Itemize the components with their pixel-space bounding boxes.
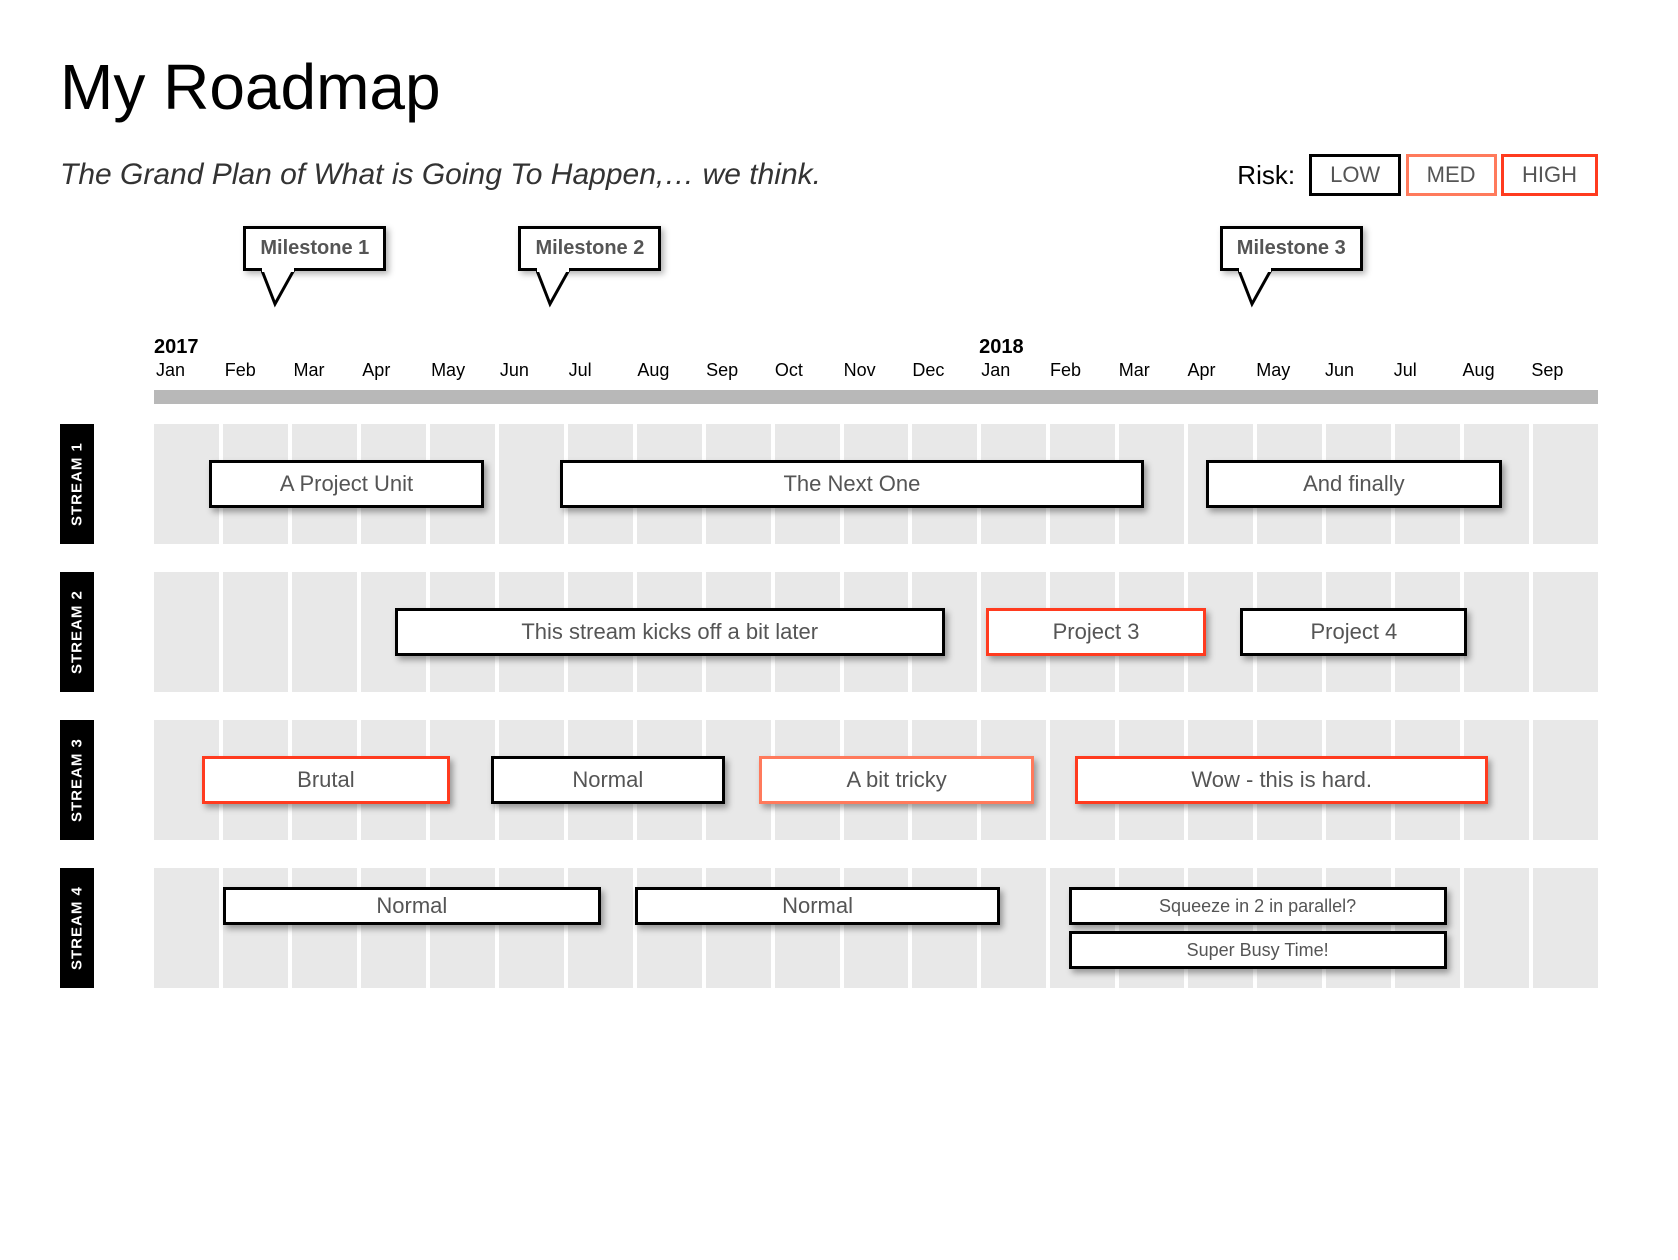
milestone: Milestone 2 (518, 226, 661, 271)
stream-label: STREAM 2 (60, 572, 94, 692)
month-label: Mar (1117, 360, 1186, 386)
stream-label: STREAM 3 (60, 720, 94, 840)
project-box: Super Busy Time! (1069, 931, 1447, 969)
month-label: Sep (704, 360, 773, 386)
month-label: Jul (567, 360, 636, 386)
project-box: This stream kicks off a bit later (395, 608, 945, 656)
year-label: 2018 (979, 336, 1024, 359)
project-box: Wow - this is hard. (1075, 756, 1488, 804)
speech-tail-icon (536, 268, 580, 308)
project-track: Normal Normal Squeeze in 2 in parallel? (154, 887, 1598, 925)
stream-bg (154, 868, 1598, 988)
speech-tail-icon (1238, 268, 1282, 308)
project-box: Project 3 (986, 608, 1206, 656)
stream-row: STREAM 2 This stream kicks off a bit late… (60, 572, 1598, 692)
project-box: Squeeze in 2 in parallel? (1069, 887, 1447, 925)
risk-legend: Risk: LOW MED HIGH (1237, 154, 1598, 196)
streams: STREAM 1 A Project Unit The Next One And fi… (60, 424, 1598, 988)
page-title: My Roadmap (60, 50, 1598, 124)
risk-level-high: HIGH (1501, 154, 1598, 196)
risk-level-low: LOW (1309, 154, 1401, 196)
year-label: 2017 (154, 336, 199, 359)
month-label: Jun (1323, 360, 1392, 386)
month-label: Aug (635, 360, 704, 386)
subtitle-row: The Grand Plan of What is Going To Happe… (60, 154, 1598, 196)
stream-label: STREAM 1 (60, 424, 94, 544)
axis-bar (154, 390, 1598, 404)
stream-label: STREAM 4 (60, 868, 94, 988)
project-box: A Project Unit (209, 460, 484, 508)
roadmap: Milestone 1 Milestone 2 Milestone 3 2017 20… (60, 226, 1598, 988)
stream-body: This stream kicks off a bit later Project… (154, 572, 1598, 692)
stream-row: STREAM 1 A Project Unit The Next One And fi… (60, 424, 1598, 544)
milestones-row: Milestone 1 Milestone 2 Milestone 3 (154, 226, 1598, 336)
risk-label: Risk: (1237, 160, 1295, 191)
project-box: Project 4 (1240, 608, 1467, 656)
project-track: A Project Unit The Next One And finally (154, 460, 1598, 508)
stream-body: A Project Unit The Next One And finally (154, 424, 1598, 544)
project-box: Brutal (202, 756, 450, 804)
project-box: Normal (223, 887, 601, 925)
month-label: Sep (1529, 360, 1598, 386)
milestone: Milestone 3 (1220, 226, 1363, 271)
month-label: Jun (498, 360, 567, 386)
project-box: Normal (491, 756, 725, 804)
project-track: This stream kicks off a bit later Project… (154, 608, 1598, 656)
project-box: A bit tricky (759, 756, 1034, 804)
month-label: Apr (360, 360, 429, 386)
month-label: Jan (979, 360, 1048, 386)
subtitle: The Grand Plan of What is Going To Happe… (60, 158, 821, 192)
month-label: Apr (1185, 360, 1254, 386)
month-label: Mar (292, 360, 361, 386)
milestone-label: Milestone 1 (243, 226, 386, 271)
project-box: Normal (635, 887, 999, 925)
month-label: Jan (154, 360, 223, 386)
stream-body: Brutal Normal A bit tricky Wow - this is ha… (154, 720, 1598, 840)
month-label: Aug (1461, 360, 1530, 386)
stream-body: Normal Normal Squeeze in 2 in parallel? Sup… (154, 868, 1598, 988)
milestone: Milestone 1 (243, 226, 386, 271)
timeline-axis: 20172018 JanFebMarAprMayJunJulAugSepOctN… (154, 336, 1598, 404)
stream-row: STREAM 3 Brutal Normal A bit tricky Wow - th… (60, 720, 1598, 840)
month-label: Dec (910, 360, 979, 386)
stream-row: STREAM 4 Normal Normal Squeeze in 2 in para… (60, 868, 1598, 988)
project-track: Brutal Normal A bit tricky Wow - this is ha… (154, 756, 1598, 804)
risk-level-med: MED (1406, 154, 1497, 196)
month-label: Jul (1392, 360, 1461, 386)
month-label: Oct (773, 360, 842, 386)
milestone-label: Milestone 2 (518, 226, 661, 271)
month-label: May (429, 360, 498, 386)
month-label: Feb (223, 360, 292, 386)
project-track: Super Busy Time! (154, 931, 1598, 969)
speech-tail-icon (261, 268, 305, 308)
month-label: Nov (842, 360, 911, 386)
month-label: Feb (1048, 360, 1117, 386)
project-box: And finally (1206, 460, 1502, 508)
project-box: The Next One (560, 460, 1144, 508)
milestone-label: Milestone 3 (1220, 226, 1363, 271)
month-label: May (1254, 360, 1323, 386)
